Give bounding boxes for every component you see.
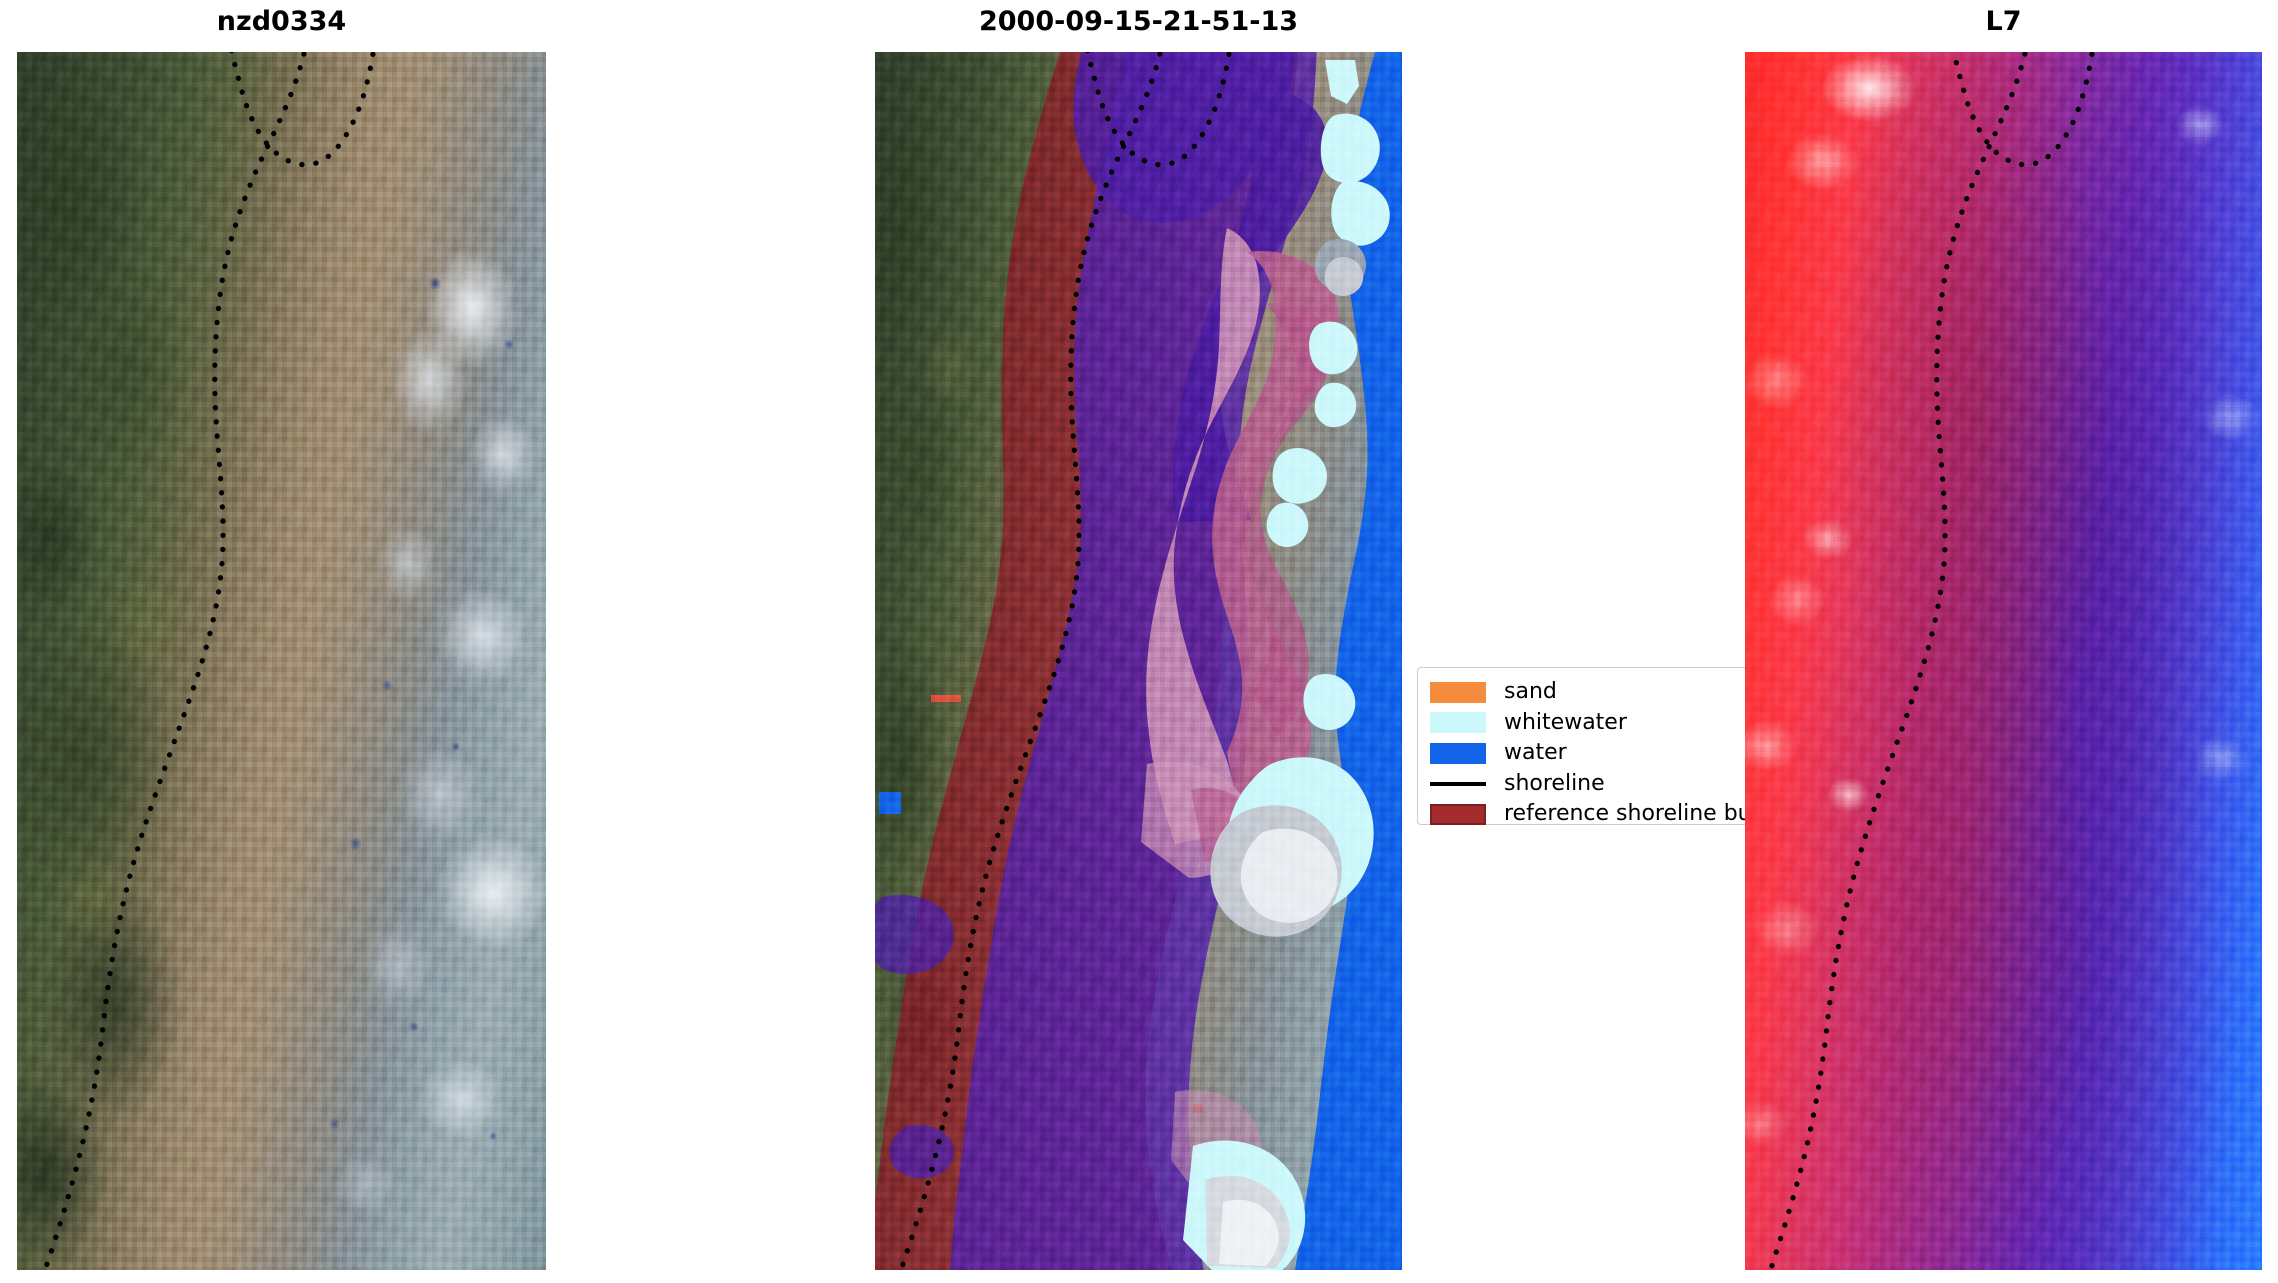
legend-label-sand: sand xyxy=(1504,679,1557,705)
index-colormap-panel[interactable] xyxy=(1745,52,2262,1270)
shoreline-swatch xyxy=(1430,773,1486,794)
panel-title-index: L7 xyxy=(1985,6,2022,37)
reference-shoreline-buffer-swatch xyxy=(1430,803,1486,825)
whitewater-swatch xyxy=(1430,712,1486,734)
legend-item-whitewater[interactable]: whitewater xyxy=(1430,708,1735,739)
index-highlight-layer xyxy=(1745,52,2262,1270)
legend-item-sand[interactable]: sand xyxy=(1430,677,1735,708)
panel-title-rgb: nzd0334 xyxy=(216,6,347,37)
shoreline-polyline-rgb xyxy=(42,52,376,1270)
legend-item-water[interactable]: water xyxy=(1430,738,1735,769)
legend-label-shoreline: shoreline xyxy=(1504,770,1605,796)
legend-item-shoreline[interactable]: shoreline xyxy=(1430,769,1735,800)
whitewater-class-overlay xyxy=(1183,60,1390,1270)
legend-label-water: water xyxy=(1504,740,1567,766)
classification-panel[interactable] xyxy=(875,52,1402,1270)
rgb-deepwater-speckle-layer xyxy=(17,52,546,1270)
classification-legend: sand whitewater water shoreline referenc… xyxy=(1417,667,1789,825)
rgb-satellite-panel[interactable] xyxy=(17,52,546,1270)
shoreline-polyline-index xyxy=(1767,52,2095,1270)
panel-title-classification: 2000-09-15-21-51-13 xyxy=(978,6,1299,37)
water-swatch xyxy=(1430,742,1486,764)
legend-label-whitewater: whitewater xyxy=(1504,709,1627,735)
sand-swatch xyxy=(1430,681,1486,703)
legend-label-reference-shoreline-buffer: reference shoreline buffer xyxy=(1504,801,1790,827)
legend-item-reference-shoreline-buffer[interactable]: reference shoreline buffer xyxy=(1430,799,1789,830)
shoreline-polyline-classification xyxy=(898,52,1232,1270)
